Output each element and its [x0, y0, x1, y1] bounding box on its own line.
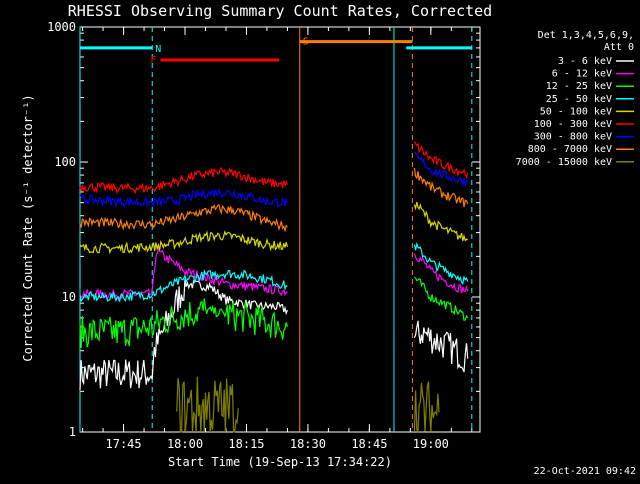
series-line-5	[413, 141, 469, 180]
legend-label: 300 - 800 keV	[534, 132, 612, 143]
series-line-7	[413, 167, 469, 208]
legend-label: 7000 - 15000 keV	[516, 157, 612, 168]
series-line-3	[79, 269, 288, 303]
plot-frame	[79, 26, 481, 433]
y-tick-label: 1000	[47, 20, 76, 34]
chart-title: RHESSI Observing Summary Count Rates, Co…	[68, 2, 492, 20]
series-line-0	[413, 320, 469, 373]
legend-label: 3 - 6 keV	[558, 56, 612, 67]
series-line-1	[79, 247, 288, 300]
x-tick-label: 19:00	[413, 437, 449, 451]
legend-label: 12 - 25 keV	[546, 81, 612, 92]
series-line-2	[79, 298, 288, 348]
status-bar-label: N	[155, 44, 161, 55]
status-bar-label: F	[150, 55, 156, 66]
series-line-8	[413, 381, 440, 433]
series-line-4	[413, 201, 469, 242]
series-line-6	[79, 188, 288, 209]
legend-header-attenuator: Att 0	[604, 42, 634, 53]
series-line-2	[414, 276, 469, 321]
series-line-4	[79, 230, 288, 255]
plot-area: 1 10 100 1000 17:45 18:00 18:15 18:30 18:45 19:00…	[47, 20, 481, 451]
series-line-0	[79, 279, 288, 391]
series-line-3	[413, 241, 469, 285]
x-axis-label: Start Time (19-Sep-13 17:34:22)	[168, 455, 392, 469]
status-bar-label: S	[303, 37, 309, 48]
legend-label: 6 - 12 keV	[552, 69, 612, 80]
series-line-1	[413, 253, 469, 294]
legend-label: 800 - 7000 keV	[528, 144, 612, 155]
series-line-8	[176, 376, 239, 433]
x-tick-label: 18:15	[228, 437, 264, 451]
y-axis-label: Corrected Count Rate (s⁻¹ detector⁻¹)	[21, 94, 35, 361]
legend-label: 25 - 50 keV	[546, 94, 612, 105]
x-tick-label: 18:30	[290, 437, 326, 451]
series-line-7	[79, 203, 288, 233]
y-tick-label: 1	[69, 425, 76, 439]
x-tick-label: 18:45	[351, 437, 387, 451]
y-tick-label: 100	[54, 155, 76, 169]
y-tick-label: 10	[62, 290, 76, 304]
legend-header-detectors: Det 1,3,4,5,6,9,	[538, 30, 634, 41]
series-line-5	[79, 166, 288, 195]
x-tick-label: 17:45	[106, 437, 142, 451]
legend-label: 100 - 300 keV	[534, 119, 612, 130]
series-line-6	[414, 151, 469, 186]
legend-label: 50 - 100 keV	[540, 106, 612, 117]
timestamp-footer: 22-Oct-2021 09:42	[534, 466, 636, 477]
x-tick-label: 18:00	[167, 437, 203, 451]
